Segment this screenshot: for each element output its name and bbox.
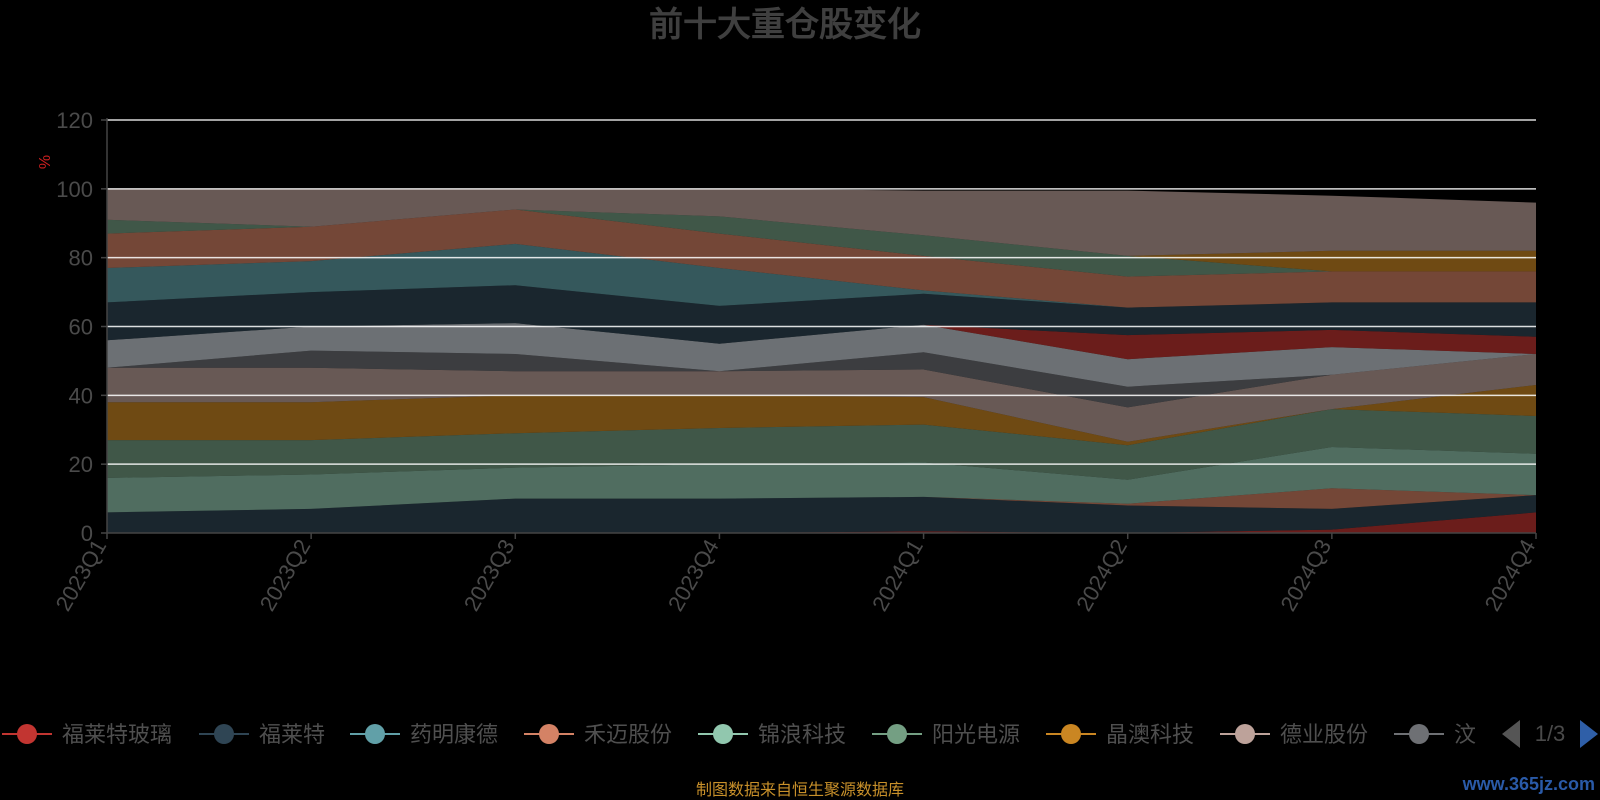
legend-label: 福莱特 <box>259 723 325 748</box>
legend-label: 禾迈股份 <box>584 723 672 748</box>
x-tick-labels: 2023Q1 2023Q2 2023Q3 2023Q4 2024Q1 2024Q2 2024… <box>51 533 1541 615</box>
area-series-10 <box>107 323 1536 360</box>
area-series-6 <box>107 385 1536 446</box>
legend-label: 晶澳科技 <box>1106 723 1194 748</box>
legend-item[interactable]: 福莱特玻璃 <box>2 723 172 748</box>
legend-marker-icon <box>887 724 907 744</box>
area-series-7 <box>107 354 1536 442</box>
legend-marker-icon <box>214 724 234 744</box>
legend-marker-icon <box>1235 724 1255 744</box>
legend-label: 锦浪科技 <box>758 723 846 748</box>
legend[interactable]: 福莱特玻璃 福莱特 药明康德 禾迈股份 锦浪科技 阳光电源 晶澳科技 德业股份 汶 <box>2 723 1476 748</box>
x-tick-label: 2024Q4 <box>1480 535 1541 615</box>
legend-marker-icon <box>1409 724 1429 744</box>
pager-page-text: 1/3 <box>1535 721 1566 746</box>
y-tick-label: 40 <box>69 383 93 408</box>
area-series-5 <box>107 409 1536 480</box>
area-series-11 <box>107 285 1536 344</box>
area-series-0 <box>107 512 1536 533</box>
y-tick-label: 80 <box>69 246 93 271</box>
x-tick-label: 2024Q1 <box>867 535 928 615</box>
x-tick-label: 2024Q3 <box>1275 535 1336 615</box>
y-axis-label: % <box>37 155 54 169</box>
legend-label: 药明康德 <box>410 723 498 748</box>
y-tick-label: 20 <box>69 452 93 477</box>
y-tick-label: 120 <box>56 108 93 133</box>
pager-prev-icon[interactable] <box>1502 720 1520 748</box>
legend-item[interactable]: 福莱特 <box>199 723 325 748</box>
chart-title: 前十大重仓股变化 <box>649 5 921 45</box>
legend-item[interactable]: 阳光电源 <box>872 723 1020 748</box>
legend-label: 德业股份 <box>1280 723 1368 748</box>
legend-marker-icon <box>539 724 559 744</box>
watermark: www.365jz.com <box>1462 774 1595 794</box>
pager-next-icon[interactable] <box>1580 720 1598 748</box>
legend-marker-icon <box>17 724 37 744</box>
legend-pager[interactable]: 1/3 <box>1502 720 1598 748</box>
legend-marker-icon <box>713 724 733 744</box>
area-series-4 <box>107 447 1536 513</box>
legend-item[interactable]: 禾迈股份 <box>524 723 672 748</box>
grid-lines <box>107 119 1536 465</box>
legend-item[interactable]: 德业股份 <box>1220 723 1368 748</box>
x-tick-label: 2023Q4 <box>663 535 724 615</box>
legend-label: 汶 <box>1454 723 1476 748</box>
x-tick-label: 2024Q2 <box>1071 535 1132 615</box>
area-series-8 <box>107 350 1536 408</box>
y-tick-label: 0 <box>81 521 93 546</box>
area-series-15 <box>107 209 1536 272</box>
legend-marker-icon <box>1061 724 1081 744</box>
y-tick-label: 60 <box>69 315 93 340</box>
area-series-3 <box>107 488 1536 513</box>
legend-item[interactable]: 晶澳科技 <box>1046 723 1194 748</box>
area-series-16 <box>107 188 1536 256</box>
legend-label: 福莱特玻璃 <box>62 723 172 748</box>
area-series-14 <box>107 209 1536 277</box>
x-tick-label: 2023Q2 <box>255 535 316 615</box>
x-tick-label: 2023Q1 <box>51 535 112 615</box>
legend-item[interactable]: 锦浪科技 <box>698 723 846 748</box>
x-tick-label: 2023Q3 <box>459 535 520 615</box>
area-series-9 <box>107 323 1536 387</box>
data-source-note: 制图数据来自恒生聚源数据库 <box>696 780 904 799</box>
area-layers <box>107 188 1536 533</box>
legend-item[interactable]: 药明康德 <box>350 723 498 748</box>
y-tick-label: 100 <box>56 177 93 202</box>
area-series-1 <box>107 495 1536 533</box>
legend-item[interactable]: 汶 <box>1394 723 1476 748</box>
y-tick-labels: 0 20 40 60 80 100 120 <box>56 108 107 546</box>
area-series-13 <box>107 209 1536 308</box>
legend-label: 阳光电源 <box>932 723 1020 748</box>
legend-marker-icon <box>365 724 385 744</box>
area-series-12 <box>107 243 1536 308</box>
